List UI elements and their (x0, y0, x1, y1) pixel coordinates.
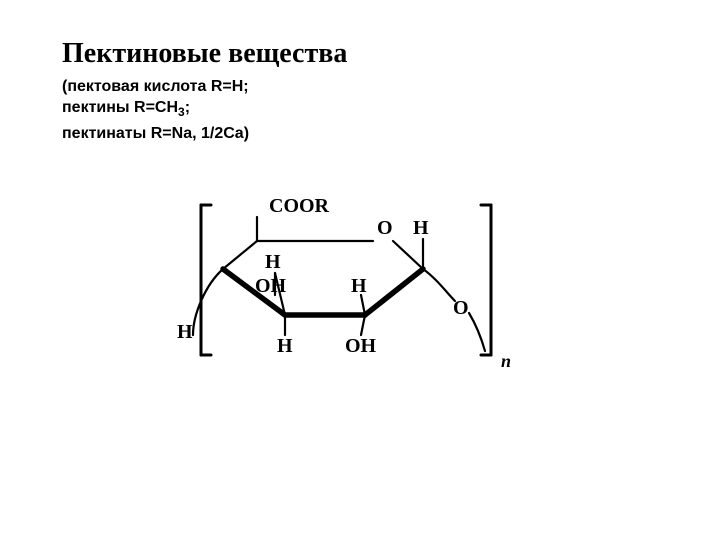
subtitle-line-2b: ; (185, 99, 190, 116)
chem-label-H_top_right: H (413, 217, 429, 240)
subtitle-line-2a: пектины R=CH (62, 99, 178, 116)
subtitle-line-3: пектинаты R=Na, 1/2Ca) (62, 123, 249, 144)
page-title: Пектиновые вещества (62, 38, 347, 70)
subtitle-block: (пектовая кислота R=H; пектины R=CH3; пе… (62, 76, 249, 144)
chemical-structure-diagram: COOROHHOHHOHHOHn (185, 195, 535, 395)
chem-label-O_link: O (453, 297, 469, 320)
chem-label-O_ring: O (377, 217, 393, 240)
chem-label-H_mid_right: H (351, 275, 367, 298)
chem-label-H_bottom_left: H (277, 335, 293, 358)
subtitle-line-1: (пектовая кислота R=H; (62, 76, 249, 97)
subscript-3: 3 (178, 105, 185, 119)
chem-label-H_far_left: H (177, 321, 193, 344)
chem-label-OH_bottom_right: OH (345, 335, 376, 358)
chem-label-n_sub: n (501, 351, 511, 372)
chem-label-H_mid_left: H (265, 251, 281, 274)
chem-label-COOR: COOR (269, 195, 329, 218)
chem-label-OH_mid_left: OH (255, 275, 286, 298)
subtitle-line-2: пектины R=CH3; (62, 97, 249, 123)
